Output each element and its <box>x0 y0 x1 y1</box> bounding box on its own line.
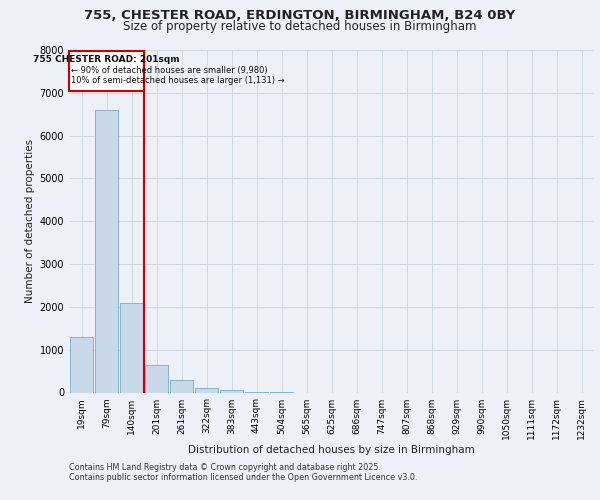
Bar <box>70 337 93 392</box>
Text: ← 90% of detached houses are smaller (9,980): ← 90% of detached houses are smaller (9,… <box>71 66 268 75</box>
Bar <box>220 390 243 392</box>
FancyBboxPatch shape <box>69 51 144 90</box>
Bar <box>170 380 193 392</box>
Text: Size of property relative to detached houses in Birmingham: Size of property relative to detached ho… <box>123 20 477 33</box>
Y-axis label: Number of detached properties: Number of detached properties <box>25 139 35 304</box>
Text: Contains public sector information licensed under the Open Government Licence v3: Contains public sector information licen… <box>69 472 418 482</box>
Text: 755 CHESTER ROAD: 201sqm: 755 CHESTER ROAD: 201sqm <box>33 55 180 64</box>
Bar <box>95 110 118 393</box>
Bar <box>145 364 168 392</box>
Text: Contains HM Land Registry data © Crown copyright and database right 2025.: Contains HM Land Registry data © Crown c… <box>69 462 381 471</box>
Text: 755, CHESTER ROAD, ERDINGTON, BIRMINGHAM, B24 0BY: 755, CHESTER ROAD, ERDINGTON, BIRMINGHAM… <box>85 9 515 22</box>
X-axis label: Distribution of detached houses by size in Birmingham: Distribution of detached houses by size … <box>188 445 475 455</box>
Bar <box>195 388 218 392</box>
Bar <box>120 302 143 392</box>
Text: 10% of semi-detached houses are larger (1,131) →: 10% of semi-detached houses are larger (… <box>71 76 284 84</box>
